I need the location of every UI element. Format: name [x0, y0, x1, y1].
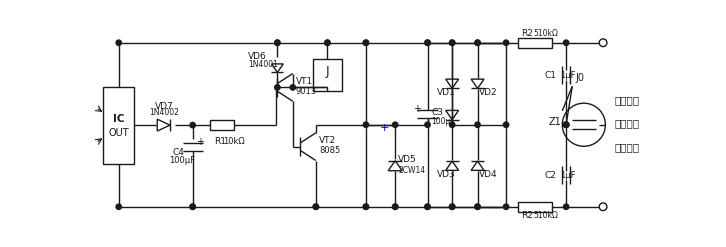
Circle shape	[393, 204, 398, 209]
Text: 510kΩ: 510kΩ	[534, 29, 558, 38]
Polygon shape	[446, 161, 459, 170]
Bar	[518, 38, 552, 48]
Text: C3: C3	[431, 108, 444, 117]
Text: R2: R2	[521, 29, 534, 38]
Polygon shape	[446, 79, 459, 88]
Text: VD5: VD5	[399, 155, 417, 164]
Circle shape	[393, 204, 398, 209]
Polygon shape	[272, 64, 283, 72]
Polygon shape	[388, 161, 402, 171]
Circle shape	[425, 40, 431, 45]
Circle shape	[363, 204, 369, 209]
Bar	[210, 120, 234, 130]
Text: 1μF: 1μF	[560, 71, 576, 80]
Circle shape	[475, 40, 481, 45]
Text: +: +	[196, 137, 204, 147]
Circle shape	[475, 204, 481, 209]
Text: Z1: Z1	[548, 117, 561, 127]
Text: VD1: VD1	[437, 88, 455, 98]
Text: VT1: VT1	[296, 77, 313, 86]
Circle shape	[290, 85, 295, 90]
Text: 100μF: 100μF	[431, 117, 455, 126]
Circle shape	[563, 122, 568, 127]
Circle shape	[563, 122, 568, 127]
Circle shape	[449, 40, 455, 45]
Circle shape	[475, 122, 481, 127]
Text: 1N4001: 1N4001	[248, 60, 278, 69]
Circle shape	[190, 123, 195, 128]
Text: +: +	[380, 123, 389, 133]
Text: C4: C4	[173, 147, 184, 157]
Circle shape	[313, 204, 319, 209]
Text: J: J	[325, 65, 329, 78]
Text: OUT: OUT	[108, 128, 129, 138]
Circle shape	[425, 204, 431, 209]
Text: 100μF: 100μF	[170, 156, 195, 165]
Text: 头等电器: 头等电器	[615, 142, 640, 152]
Circle shape	[274, 40, 280, 45]
Circle shape	[274, 40, 280, 45]
Circle shape	[563, 204, 568, 209]
Text: 9013: 9013	[296, 87, 317, 96]
Polygon shape	[158, 119, 170, 131]
Text: J0: J0	[576, 73, 584, 83]
Text: 接干手器: 接干手器	[615, 96, 640, 105]
Circle shape	[190, 204, 195, 209]
Text: VD7: VD7	[155, 102, 174, 111]
Text: VT2: VT2	[319, 136, 336, 145]
Circle shape	[116, 204, 121, 209]
Bar	[313, 59, 342, 91]
Text: R1: R1	[214, 137, 227, 146]
Bar	[518, 202, 552, 212]
Circle shape	[363, 204, 369, 209]
Circle shape	[363, 40, 369, 45]
Circle shape	[449, 204, 455, 209]
Text: C1: C1	[544, 71, 557, 80]
Text: 10kΩ: 10kΩ	[224, 137, 245, 146]
Text: IC: IC	[113, 114, 124, 124]
Circle shape	[503, 40, 509, 45]
Circle shape	[449, 40, 455, 45]
Polygon shape	[471, 161, 484, 170]
Circle shape	[503, 122, 509, 127]
Text: 8085: 8085	[319, 146, 340, 155]
Circle shape	[449, 122, 455, 127]
Circle shape	[363, 40, 369, 45]
Text: 510kΩ: 510kΩ	[534, 211, 558, 220]
Text: 2CW14: 2CW14	[399, 166, 425, 175]
Circle shape	[325, 40, 330, 45]
Text: VD2: VD2	[479, 88, 498, 98]
Circle shape	[503, 204, 509, 209]
Circle shape	[190, 204, 195, 209]
Circle shape	[563, 122, 568, 127]
Circle shape	[425, 40, 431, 45]
Circle shape	[475, 40, 481, 45]
Circle shape	[363, 122, 369, 127]
Bar	[103, 87, 134, 164]
Text: C2: C2	[544, 171, 556, 180]
Circle shape	[325, 40, 330, 45]
Text: 1μF: 1μF	[560, 171, 576, 180]
Circle shape	[449, 204, 455, 209]
Polygon shape	[471, 79, 484, 88]
Text: +: +	[413, 104, 421, 114]
Circle shape	[425, 204, 431, 209]
Text: R2: R2	[521, 211, 534, 220]
Circle shape	[393, 122, 398, 127]
Circle shape	[425, 122, 431, 127]
Text: VD3: VD3	[437, 170, 455, 180]
Text: 1N4002: 1N4002	[150, 108, 179, 117]
Text: VD6: VD6	[248, 52, 267, 61]
Circle shape	[274, 85, 280, 90]
Circle shape	[313, 204, 319, 209]
Circle shape	[116, 40, 121, 45]
Circle shape	[563, 40, 568, 45]
Text: 自控水龙: 自控水龙	[615, 119, 640, 129]
Polygon shape	[446, 110, 459, 120]
Circle shape	[475, 204, 481, 209]
Text: VD4: VD4	[479, 170, 498, 180]
